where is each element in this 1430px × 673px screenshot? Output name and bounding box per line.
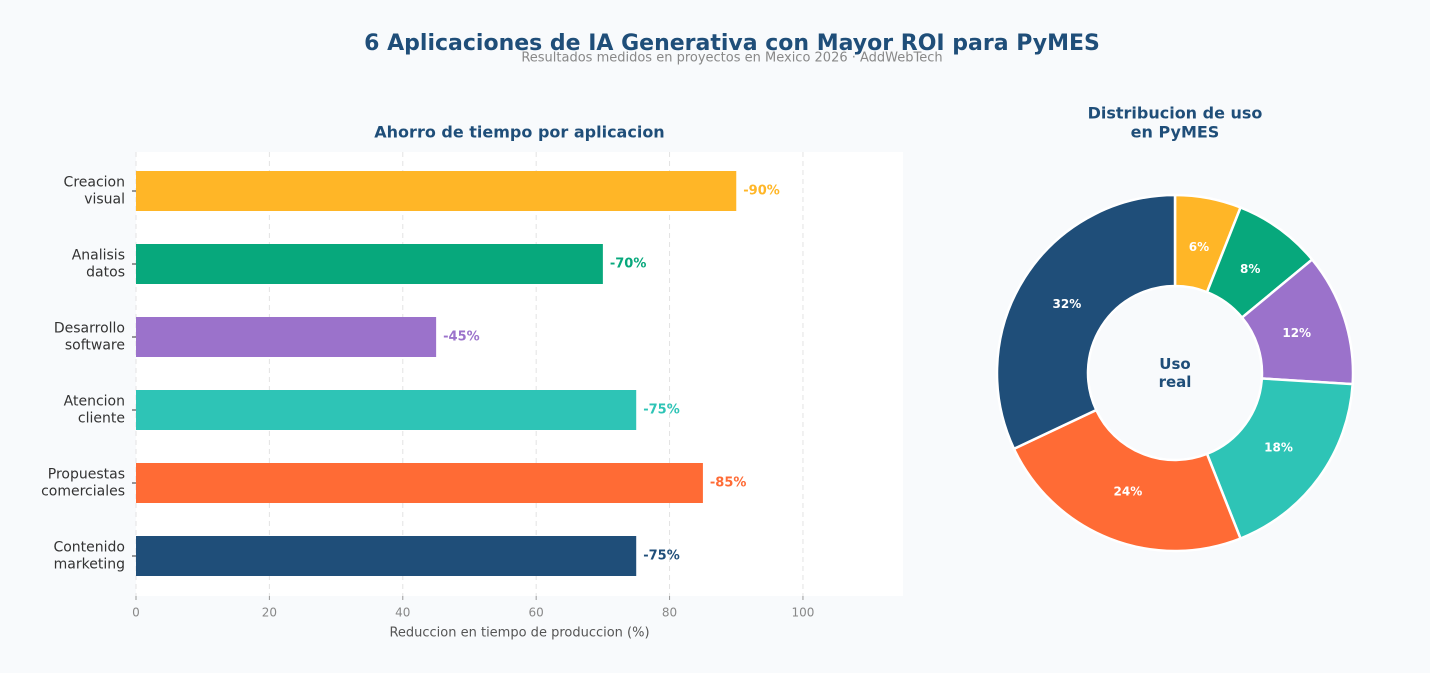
x-axis-label: Reduccion en tiempo de produccion (%) <box>389 626 649 641</box>
data-label: 24% <box>1114 485 1143 499</box>
center-label: Uso real <box>1159 355 1192 391</box>
bar <box>136 463 703 503</box>
x-tick-label: 40 <box>395 606 410 620</box>
y-tick-label: Atencion cliente <box>64 394 125 427</box>
y-tick-label: Creacion visual <box>64 175 125 208</box>
bar <box>136 317 437 357</box>
data-label: -75% <box>643 403 680 418</box>
x-tick-label: 20 <box>262 606 277 620</box>
y-tick-label: Desarrollo software <box>54 321 125 354</box>
bar <box>136 536 637 576</box>
data-label: 32% <box>1053 297 1082 311</box>
bar <box>136 244 603 284</box>
x-tick-label: 60 <box>529 606 544 620</box>
donut-slice <box>1012 408 1243 553</box>
data-label: -75% <box>643 549 680 564</box>
y-tick-label: Analisis datos <box>72 248 125 281</box>
donut-slice <box>995 193 1177 451</box>
subplot-title: Ahorro de tiempo por aplicacion <box>374 123 664 142</box>
bar <box>136 390 637 430</box>
x-tick-label: 80 <box>662 606 677 620</box>
data-label: 8% <box>1240 262 1260 276</box>
y-tick-label: Contenido marketing <box>53 540 125 573</box>
data-label: -90% <box>743 184 780 199</box>
chart-title: 6 Aplicaciones de IA Generativa con Mayo… <box>364 31 1100 56</box>
data-label: 18% <box>1264 441 1293 455</box>
x-tick-label: 100 <box>792 606 815 620</box>
subplot-title: Distribucion de uso en PyMES <box>1088 103 1263 141</box>
data-label: -45% <box>443 330 480 345</box>
x-tick-label: 0 <box>132 606 140 620</box>
data-label: 12% <box>1282 326 1311 340</box>
bar <box>136 171 737 211</box>
chart-subtitle: Resultados medidos en proyectos en Mexic… <box>521 51 942 66</box>
data-label: -70% <box>610 257 647 272</box>
data-label: 6% <box>1189 240 1209 254</box>
plot-area <box>136 152 903 596</box>
y-tick-label: Propuestas comerciales <box>41 467 125 500</box>
data-label: -85% <box>710 476 747 491</box>
donut-slice <box>1205 377 1354 541</box>
